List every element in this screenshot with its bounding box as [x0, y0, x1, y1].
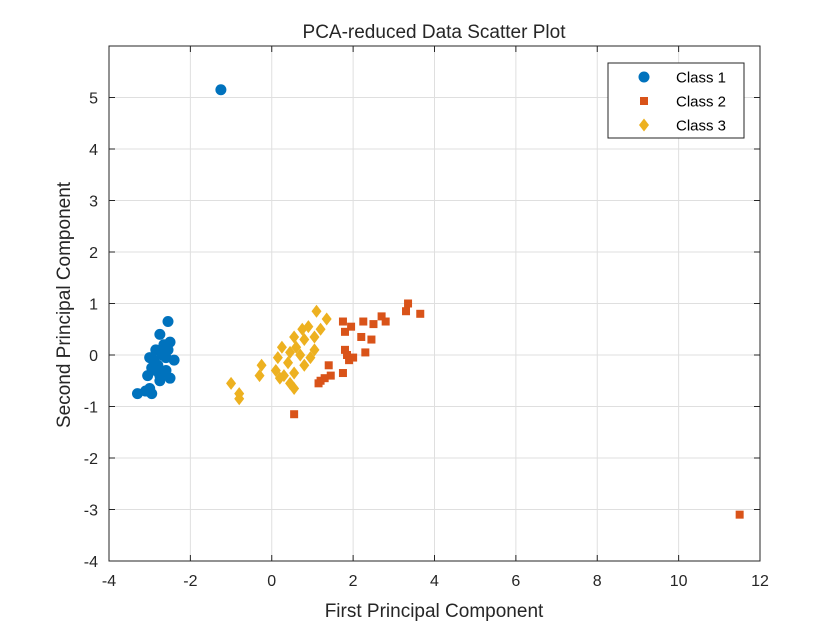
data-point — [404, 299, 413, 308]
data-points — [131, 84, 744, 519]
data-point — [321, 312, 332, 326]
legend-label: Class 3 — [676, 118, 726, 135]
data-point — [295, 348, 306, 362]
data-point — [164, 372, 176, 384]
data-point — [367, 335, 376, 344]
data-point — [402, 307, 411, 316]
data-point — [305, 351, 316, 365]
data-point — [340, 327, 349, 336]
y-tick-label: 2 — [89, 245, 98, 262]
y-tick-label: 3 — [89, 194, 98, 211]
data-point — [150, 364, 162, 376]
data-point — [326, 371, 335, 380]
y-tick-label: 4 — [89, 142, 98, 159]
x-tick-label: -4 — [102, 573, 116, 590]
data-point — [254, 369, 265, 383]
data-point — [345, 356, 354, 365]
data-point — [315, 322, 326, 336]
data-point — [142, 370, 154, 382]
data-point — [309, 343, 320, 357]
data-point — [283, 356, 294, 370]
x-tick-label: 8 — [593, 573, 602, 590]
data-point — [338, 369, 347, 378]
data-point — [357, 332, 366, 341]
series-class-3 — [226, 304, 332, 406]
data-point — [320, 374, 329, 383]
data-point — [215, 84, 227, 96]
data-point — [131, 388, 143, 400]
data-point — [278, 369, 289, 383]
data-point — [359, 317, 368, 326]
data-point — [154, 328, 166, 340]
x-tick-label: 6 — [511, 573, 520, 590]
data-point — [324, 361, 333, 370]
data-point — [289, 381, 300, 395]
data-point — [154, 375, 166, 387]
x-tick-label: 12 — [751, 573, 769, 590]
x-tick-label: 0 — [267, 573, 276, 590]
data-point — [381, 317, 390, 326]
data-point — [349, 353, 358, 362]
legend: Class 1 Class 2 Class 3 — [607, 62, 745, 139]
data-point — [270, 363, 281, 377]
data-point — [291, 340, 302, 354]
data-point — [340, 345, 349, 354]
data-point — [314, 379, 323, 388]
y-tick-label: 1 — [89, 297, 98, 314]
data-point — [343, 351, 352, 359]
data-point — [162, 316, 174, 328]
data-point — [272, 351, 283, 365]
data-point — [297, 322, 308, 336]
data-point — [309, 330, 320, 344]
data-point — [347, 322, 356, 331]
series-class-2 — [290, 299, 744, 519]
y-tick-label: 5 — [89, 91, 98, 108]
y-tick-label: -2 — [84, 451, 98, 468]
data-point — [289, 366, 300, 380]
data-point — [285, 345, 296, 359]
data-point — [256, 358, 267, 372]
y-tick-label: -1 — [84, 400, 98, 417]
data-point — [146, 388, 158, 400]
data-point — [290, 410, 299, 419]
data-point — [361, 348, 370, 357]
y-tick-label: 0 — [89, 348, 98, 365]
data-point — [735, 510, 744, 519]
legend-label: Class 1 — [676, 70, 726, 87]
series-class-1 — [131, 84, 227, 400]
x-axis-label: First Principal Component — [325, 601, 544, 622]
data-point — [234, 392, 245, 406]
x-tick-label: 10 — [670, 573, 688, 590]
y-tick-label: -3 — [84, 503, 98, 520]
data-point — [416, 309, 425, 318]
data-point — [162, 344, 174, 356]
x-tick-label: 4 — [430, 573, 439, 590]
legend-label: Class 2 — [676, 94, 726, 111]
grid-lines — [108, 46, 761, 562]
y-axis-label: Second Principal Component — [54, 181, 75, 428]
data-point — [226, 376, 237, 390]
data-point — [369, 320, 378, 329]
data-point — [168, 354, 180, 366]
data-point — [299, 358, 310, 372]
legend-marker — [638, 71, 650, 83]
data-point — [276, 340, 287, 354]
data-point — [338, 317, 347, 326]
legend-marker — [639, 118, 649, 132]
data-point — [289, 330, 300, 344]
data-point — [377, 312, 386, 321]
x-tick-label: 2 — [349, 573, 358, 590]
legend-marker — [640, 97, 648, 105]
legend-box — [607, 62, 745, 139]
chart-title: PCA-reduced Data Scatter Plot — [303, 22, 567, 43]
y-tick-label: -4 — [84, 554, 98, 571]
x-tick-label: -2 — [183, 573, 197, 590]
data-point — [299, 333, 310, 347]
data-point — [311, 304, 322, 318]
